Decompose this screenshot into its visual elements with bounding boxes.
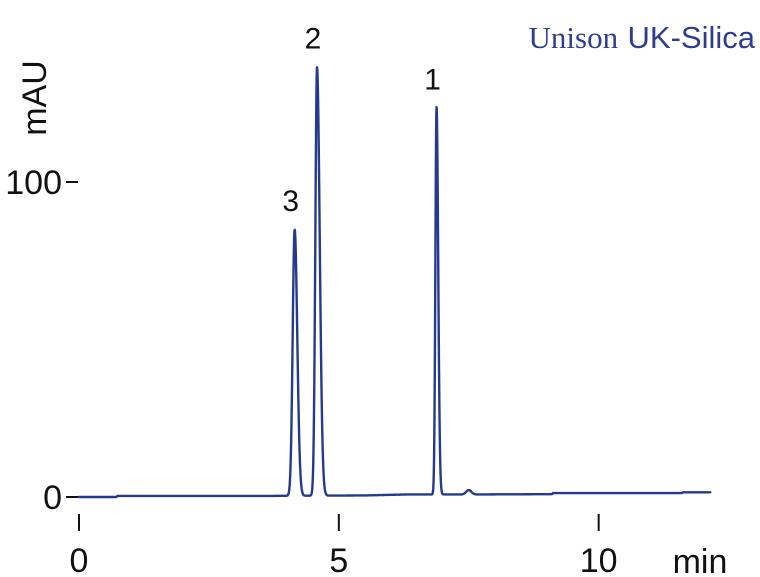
peak-label: 2 — [305, 23, 322, 56]
x-tick-label: 0 — [70, 542, 89, 577]
y-tick-label: 100 — [5, 164, 62, 202]
chart-labels: 3 2 1 — [282, 23, 441, 218]
brand-logo: Unison UK-Silica — [529, 20, 756, 55]
y-axis-title: mAU — [16, 60, 54, 136]
x-axis-title: min — [673, 543, 728, 577]
brand-prefix: Unison — [529, 20, 619, 55]
peak-label: 3 — [282, 185, 299, 218]
brand-product: UK-Silica — [628, 20, 756, 55]
x-tick-label: 10 — [580, 542, 618, 577]
peak-label: 1 — [424, 64, 441, 97]
x-tick-label: 5 — [329, 542, 348, 577]
chromatogram-trace — [77, 66, 712, 499]
y-tick-label: 0 — [43, 479, 62, 517]
